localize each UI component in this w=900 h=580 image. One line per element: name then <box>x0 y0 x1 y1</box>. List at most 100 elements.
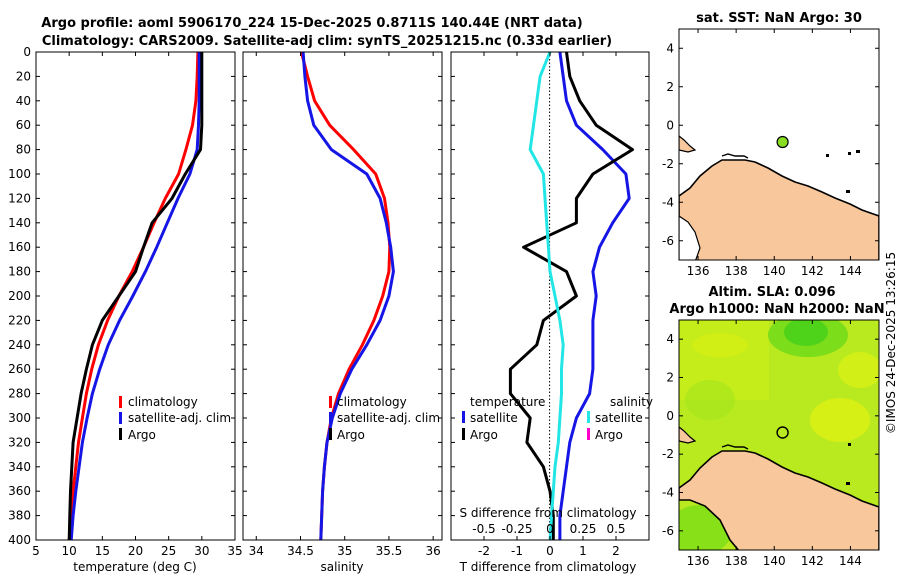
y-tick-label: 300 <box>8 411 31 425</box>
s-diff-tick-label: -0.25 <box>501 522 532 536</box>
map-y-tick-label: 0 <box>666 409 674 423</box>
x-tick-label: 10 <box>62 544 77 558</box>
sla-patch <box>838 352 879 388</box>
series-line-s-satellite <box>528 52 565 540</box>
x-tick-label: 0 <box>546 544 554 558</box>
legend-swatch-argo <box>329 428 332 440</box>
legend-label-climatology: climatology <box>128 395 198 409</box>
islet-sst <box>856 150 860 153</box>
y-tick-label: 180 <box>8 265 31 279</box>
x-tick-label: 20 <box>128 544 143 558</box>
map-y-tick-label: 4 <box>666 332 674 346</box>
series-line-argo <box>67 52 204 540</box>
difference-legend: temperature salinity satellite Argo sate… <box>462 395 653 442</box>
figure-title-line1: Argo profile: aoml 5906170_224 15-Dec-20… <box>41 16 582 31</box>
imos-timestamp-watermark: ©IMOS 24-Dec-2025 13:26:15 <box>884 252 898 434</box>
legend-swatch-s-argo <box>587 428 590 440</box>
y-tick-label: 220 <box>8 313 31 327</box>
legend-label-s-argo: Argo <box>595 428 623 442</box>
map-x-tick-label: 138 <box>725 264 748 278</box>
x-tick-label: 36 <box>426 544 441 558</box>
map-x-tick-label: 142 <box>801 554 824 568</box>
s-diff-tick-label: -0.5 <box>472 522 495 536</box>
y-tick-label: 160 <box>8 240 31 254</box>
sla-patch <box>685 380 735 420</box>
temperature-axes-frame <box>35 51 236 541</box>
difference-axes-frame <box>450 51 650 541</box>
y-tick-label: 140 <box>8 216 31 230</box>
map-x-tick-label: 138 <box>725 554 748 568</box>
legend-label-argo: Argo <box>128 428 156 442</box>
x-tick-label: 35 <box>227 544 242 558</box>
x-tick-label: 1 <box>579 544 587 558</box>
s-diff-tick-label: 0.5 <box>606 522 625 536</box>
sst-map-panel: sat. SST: NaN Argo: 30 136 138 140 142 144 4… <box>662 11 880 278</box>
salinity-legend: climatology satellite-adj. clim Argo <box>329 395 440 442</box>
legend-label-satellite: satellite-adj. clim <box>337 411 440 425</box>
y-tick-label: 240 <box>8 338 31 352</box>
series-line-t-argo <box>508 52 634 540</box>
legend-label-s-satellite: satellite <box>595 411 643 425</box>
new-guinea-land-sst <box>679 159 879 260</box>
coast-islands-sst <box>721 153 749 159</box>
islet-sst <box>846 190 850 193</box>
map-x-tick-label: 140 <box>763 554 786 568</box>
y-tick-label: 20 <box>16 69 31 83</box>
x-tick-label: 35.5 <box>376 544 403 558</box>
bay-water-sst <box>679 215 701 260</box>
salinity-xlabel: salinity <box>320 560 363 574</box>
series-line-satellite-adj-clim <box>69 52 201 540</box>
y-tick-label: 0 <box>23 45 31 59</box>
x-tick-label: 5 <box>32 544 40 558</box>
difference-panel: -2 -1 0 1 2 -0.5 -0.25 0 0.25 0.5 T difference f… <box>450 51 653 574</box>
legend-label-t-argo: Argo <box>470 428 498 442</box>
temperature-xlabel: temperature (deg C) <box>73 560 196 574</box>
y-tick-label: 120 <box>8 191 31 205</box>
legend-swatch-climatology <box>119 396 122 408</box>
legend-label-satellite: satellite-adj. clim <box>128 411 231 425</box>
map-y-tick-label: 2 <box>666 80 674 94</box>
salinity-panel: 34 34.5 35 35.5 36 salinity climatology sate… <box>242 51 443 574</box>
x-tick-label: 34 <box>249 544 264 558</box>
map-y-tick-label: -4 <box>662 486 674 500</box>
x-tick-label: -2 <box>478 544 490 558</box>
island-land-sla <box>679 426 697 444</box>
s-diff-tick-label: 0 <box>546 522 554 536</box>
island-land-sst <box>679 135 697 153</box>
sla-map-title: Altim. SLA: 0.096 <box>709 285 836 300</box>
map-x-tick-label: 140 <box>763 264 786 278</box>
map-x-tick-label: 136 <box>687 264 710 278</box>
map-y-tick-label: -2 <box>662 157 674 171</box>
legend-swatch-t-satellite <box>462 411 465 423</box>
legend-swatch-t-argo <box>462 428 465 440</box>
map-y-tick-label: 0 <box>666 118 674 132</box>
x-tick-label: 35 <box>337 544 352 558</box>
legend-label-argo: Argo <box>337 428 365 442</box>
x-tick-label: 30 <box>194 544 209 558</box>
y-tick-label: 200 <box>8 289 31 303</box>
legend-label-t-satellite: satellite <box>470 411 518 425</box>
y-tick-label: 100 <box>8 167 31 181</box>
y-tick-label: 60 <box>16 118 31 132</box>
map-x-tick-label: 142 <box>801 264 824 278</box>
sst-map-frame <box>678 28 880 261</box>
map-x-tick-label: 144 <box>839 264 862 278</box>
y-tick-label: 400 <box>8 533 31 547</box>
map-y-tick-label: -2 <box>662 447 674 461</box>
x-tick-label: -1 <box>511 544 523 558</box>
islet-sla <box>848 443 851 446</box>
argo-location-marker-sla <box>776 426 789 439</box>
legend-swatch-argo <box>119 428 122 440</box>
legend-swatch-s-satellite <box>587 411 590 423</box>
y-tick-label: 340 <box>8 460 31 474</box>
s-diff-tick-label: 0.25 <box>570 522 597 536</box>
islet-sst <box>826 154 829 157</box>
map-y-tick-label: 4 <box>666 41 674 55</box>
y-tick-label: 40 <box>16 94 31 108</box>
map-x-tick-label: 144 <box>839 554 862 568</box>
y-tick-label: 320 <box>8 435 31 449</box>
islet-sla <box>846 482 850 485</box>
map-y-tick-label: -4 <box>662 195 674 209</box>
sla-map-subtitle: Argo h1000: NaN h2000: NaN <box>669 302 884 317</box>
sla-patch <box>810 398 870 442</box>
